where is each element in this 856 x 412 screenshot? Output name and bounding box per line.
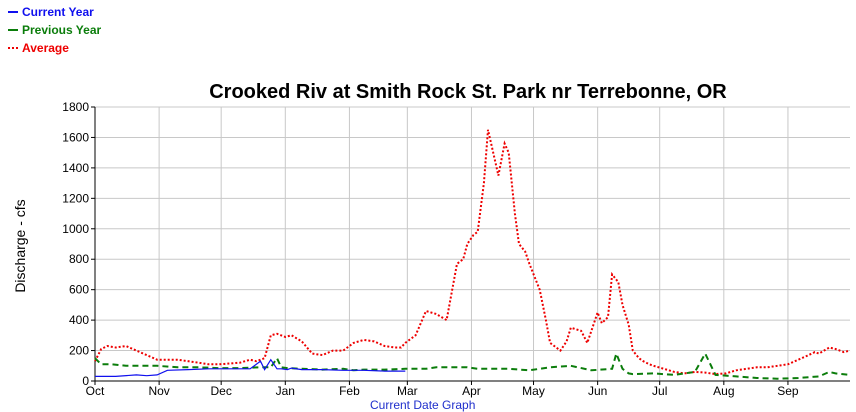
legend-label: Previous Year	[22, 23, 102, 37]
legend-item-current-year[interactable]: Current Year	[8, 3, 101, 21]
x-tick-label: Aug	[713, 384, 734, 398]
y-tick-label: 400	[69, 313, 89, 327]
y-tick-label: 800	[69, 252, 89, 266]
x-tick-label: Jun	[588, 384, 607, 398]
current-date-graph-link[interactable]: Current Date Graph	[370, 398, 476, 412]
legend: Current Year Previous Year Average	[8, 3, 101, 57]
legend-item-average[interactable]: Average	[8, 39, 101, 57]
y-tick-label: 0	[82, 374, 89, 388]
legend-item-previous-year[interactable]: Previous Year	[8, 21, 101, 39]
x-tick-label: Apr	[462, 384, 481, 398]
legend-label: Average	[22, 41, 69, 55]
x-tick-label: May	[522, 384, 545, 398]
legend-swatch	[8, 29, 18, 31]
y-tick-label: 600	[69, 283, 89, 297]
x-tick-label: Sep	[777, 384, 799, 398]
x-tick-label: Dec	[211, 384, 232, 398]
x-tick-label: Nov	[148, 384, 169, 398]
y-tick-label: 200	[69, 344, 89, 358]
y-tick-label: 1400	[62, 161, 89, 175]
legend-swatch	[8, 11, 18, 13]
y-tick-label: 1600	[62, 130, 89, 144]
series-line-current-year	[95, 358, 406, 377]
x-tick-label: Jul	[652, 384, 667, 398]
y-tick-label: 1200	[62, 191, 89, 205]
legend-swatch	[8, 47, 18, 49]
x-tick-label: Feb	[339, 384, 360, 398]
y-tick-label: 1800	[62, 100, 89, 114]
x-tick-label: Jan	[276, 384, 295, 398]
x-tick-label: Mar	[397, 384, 418, 398]
x-tick-label: Oct	[86, 384, 105, 398]
series-line-previous-year	[94, 350, 851, 380]
y-tick-label: 1000	[62, 222, 89, 236]
legend-label: Current Year	[22, 5, 94, 19]
series-line-average	[94, 129, 851, 376]
chart-title: Crooked Riv at Smith Rock St. Park nr Te…	[209, 81, 727, 103]
